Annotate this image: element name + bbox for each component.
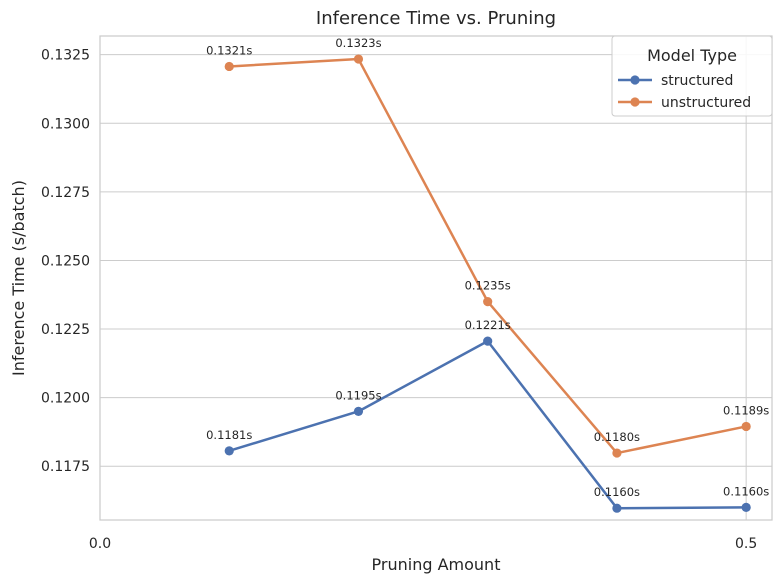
data-point-unstructured (224, 61, 234, 72)
data-label-structured: 0.1221s (465, 318, 511, 332)
legend-label: unstructured (661, 95, 751, 111)
data-label-structured: 0.1181s (206, 428, 252, 442)
y-tick-label: 0.1250 (41, 253, 90, 269)
data-label-unstructured: 0.1235s (465, 279, 511, 293)
data-label-unstructured: 0.1323s (335, 36, 381, 50)
data-point-structured (741, 502, 751, 512)
data-point-structured (483, 336, 493, 346)
y-tick-label: 0.1300 (41, 116, 90, 132)
y-tick-label: 0.1200 (41, 391, 90, 407)
data-label-unstructured: 0.1189s (723, 403, 769, 417)
y-tick-label: 0.1225 (41, 322, 90, 338)
data-point-unstructured (353, 54, 364, 64)
plot-frame (99, 35, 773, 521)
x-tick-label: 0.0 (89, 536, 111, 552)
series-lines (224, 54, 751, 513)
legend: Model Type structured unstructured (611, 35, 773, 117)
data-labels: 0.1181s 0.1195s 0.1221s 0.1160s 0.1160s 0.132… (206, 36, 769, 499)
data-point-structured (353, 406, 364, 416)
chart-title: Inference Time vs. Pruning (316, 8, 556, 29)
data-label-structured: 0.1195s (335, 388, 381, 402)
legend-label: structured (661, 73, 733, 89)
data-point-unstructured (741, 421, 751, 432)
legend-title: Model Type (647, 46, 737, 65)
data-label-unstructured: 0.1180s (594, 430, 640, 444)
x-axis-title: Pruning Amount (372, 555, 501, 574)
data-point-unstructured (612, 448, 622, 458)
y-tick-label: 0.1275 (41, 185, 90, 201)
legend-entries: structured unstructured (618, 73, 751, 111)
x-tick-label: 0.5 (735, 536, 757, 552)
legend-swatch-marker (630, 97, 640, 107)
data-label-structured: 0.1160s (723, 484, 769, 498)
legend-swatch-marker (630, 75, 640, 85)
legend-box (611, 35, 773, 117)
data-point-unstructured (483, 296, 493, 307)
legend-entry-structured: structured (618, 73, 733, 89)
data-label-structured: 0.1160s (594, 485, 640, 499)
data-point-structured (612, 503, 622, 513)
series-structured (224, 336, 751, 513)
data-point-structured (224, 446, 234, 456)
data-label-unstructured: 0.1321s (206, 43, 252, 57)
tick-labels: 0.1175 0.1200 0.1225 0.1250 0.1275 0.1300 0.13… (41, 48, 757, 552)
series-unstructured (224, 54, 751, 458)
y-tick-label: 0.1175 (41, 459, 90, 475)
y-tick-label: 0.1325 (41, 48, 90, 64)
y-axis-title: Inference Time (s/batch) (9, 180, 28, 376)
legend-entry-unstructured: unstructured (618, 95, 751, 111)
